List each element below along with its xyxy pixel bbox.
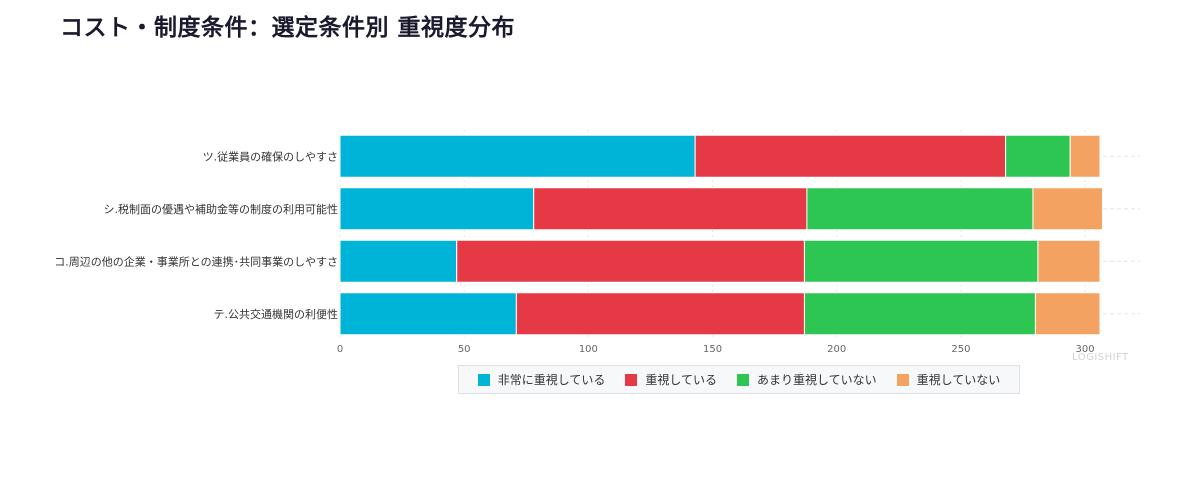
bar-segment: [806, 187, 1034, 231]
x-tick-label: 250: [951, 344, 970, 355]
bar-segment: [1037, 239, 1101, 283]
category-label: シ.税制面の優遇や補助金等の制度の利用可能性: [104, 202, 339, 216]
category-label: テ.公共交通機関の利便性: [214, 307, 339, 321]
legend-item[interactable]: 非常に重視している: [477, 371, 606, 388]
legend-swatch: [896, 373, 909, 386]
bar-segment: [694, 134, 1007, 178]
x-tick-label: 100: [579, 344, 598, 355]
watermark: LOGISHIFT: [1072, 352, 1129, 363]
bar-segment: [339, 292, 517, 336]
bar-segment: [1069, 134, 1101, 178]
bar-segment: [456, 239, 805, 283]
bar-segment: [1034, 292, 1101, 336]
bar-segment: [339, 134, 696, 178]
legend-item[interactable]: あまり重視していない: [736, 371, 877, 388]
legend-swatch: [477, 373, 490, 386]
legend-label: 重視している: [645, 373, 717, 387]
x-axis-ticks: 0 50 100 150 200 250 300: [337, 344, 1095, 355]
category-label: ツ.従業員の確保のしやすさ: [203, 149, 338, 163]
legend: 非常に重視している 重視している あまり重視していない 重視していない: [458, 365, 1020, 394]
x-tick-label: 150: [703, 344, 722, 355]
bar-segment: [803, 239, 1039, 283]
x-tick-label: 300: [1076, 344, 1095, 355]
legend-swatch: [736, 373, 749, 386]
legend-item[interactable]: 重視している: [625, 371, 717, 388]
x-tick-label: 200: [827, 344, 846, 355]
chart-title: コスト・制度条件：選定条件別 重視度分布: [60, 15, 516, 41]
x-tick-label: 50: [458, 344, 471, 355]
x-tick-label: 0: [337, 344, 343, 355]
legend-label: 重視していない: [916, 373, 1001, 387]
legend-item[interactable]: 重視していない: [896, 371, 1001, 388]
category-labels: ツ.従業員の確保のしやすさシ.税制面の優遇や補助金等の制度の利用可能性コ.周辺の…: [54, 149, 338, 321]
bars: [339, 134, 1103, 336]
bar-segment: [533, 187, 808, 231]
legend-swatch: [625, 373, 638, 386]
category-label: コ.周辺の他の企業・事業所との連携･共同事業のしやすさ: [54, 254, 338, 268]
bar-segment: [1005, 134, 1071, 178]
legend-label: あまり重視していない: [756, 373, 877, 387]
legend-label: 非常に重視している: [497, 373, 606, 387]
bar-segment: [1032, 187, 1103, 231]
bar-segment: [339, 187, 535, 231]
bar-segment: [803, 292, 1036, 336]
bar-segment: [339, 239, 458, 283]
bar-segment: [515, 292, 805, 336]
